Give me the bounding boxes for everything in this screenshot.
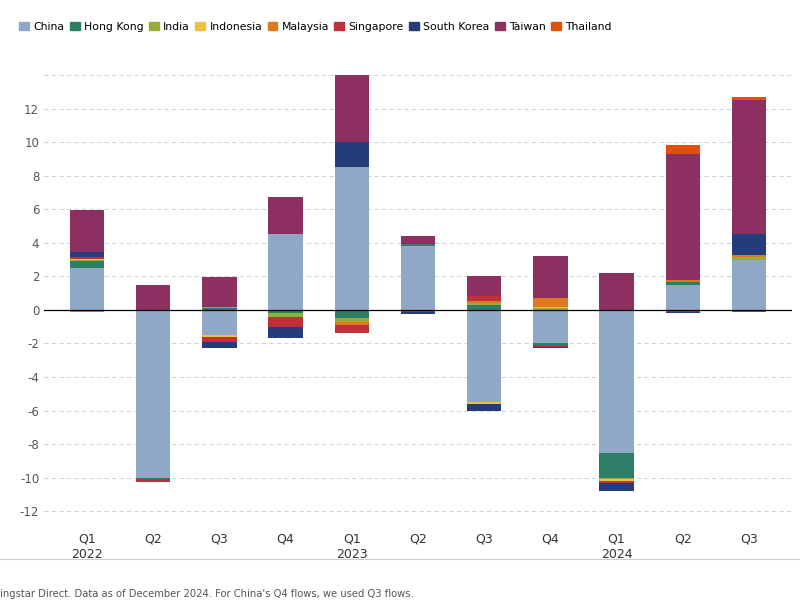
Bar	[533, 256, 568, 298]
Bar	[70, 261, 104, 268]
Bar	[666, 311, 700, 313]
Bar	[666, 145, 700, 154]
Bar	[136, 478, 170, 479]
Bar	[467, 402, 502, 404]
Bar	[666, 310, 700, 311]
Bar	[401, 246, 435, 310]
Bar	[269, 235, 303, 310]
Bar	[533, 310, 568, 343]
Bar	[599, 273, 634, 310]
Bar	[732, 311, 766, 313]
Bar	[334, 75, 369, 142]
Bar	[732, 310, 766, 311]
Bar	[732, 257, 766, 260]
Bar	[70, 268, 104, 310]
Bar	[401, 311, 435, 314]
Bar	[70, 259, 104, 260]
Bar	[70, 257, 104, 259]
Bar	[666, 154, 700, 280]
Bar	[732, 254, 766, 257]
Bar	[467, 310, 502, 402]
Legend: China, Hong Kong, India, Indonesia, Malaysia, Singapore, South Korea, Taiwan, Th: China, Hong Kong, India, Indonesia, Mala…	[19, 22, 612, 32]
Bar	[202, 335, 237, 337]
Bar	[467, 296, 502, 301]
Bar	[70, 310, 104, 313]
Bar	[269, 310, 303, 313]
Bar	[732, 97, 766, 100]
Bar	[599, 310, 634, 452]
Bar	[599, 481, 634, 482]
Bar	[202, 307, 237, 308]
Bar	[202, 310, 237, 335]
Bar	[401, 310, 435, 311]
Bar	[533, 308, 568, 310]
Text: ingstar Direct. Data as of December 2024. For China's Q4 flows, we used Q3 flows: ingstar Direct. Data as of December 2024…	[0, 589, 414, 599]
Bar	[70, 210, 104, 252]
Bar	[666, 282, 700, 285]
Bar	[467, 305, 502, 310]
Bar	[599, 479, 634, 481]
Bar	[533, 298, 568, 307]
Bar	[334, 167, 369, 310]
Bar	[269, 326, 303, 338]
Bar	[202, 337, 237, 342]
Bar	[334, 310, 369, 318]
Bar	[467, 404, 502, 410]
Bar	[202, 308, 237, 310]
Bar	[666, 280, 700, 282]
Bar	[599, 452, 634, 478]
Bar	[467, 301, 502, 303]
Bar	[70, 260, 104, 261]
Bar	[70, 252, 104, 257]
Bar	[269, 313, 303, 317]
Bar	[136, 479, 170, 482]
Bar	[334, 142, 369, 167]
Bar	[533, 307, 568, 308]
Bar	[136, 310, 170, 478]
Bar	[467, 277, 502, 296]
Bar	[269, 317, 303, 326]
Bar	[202, 277, 237, 307]
Bar	[401, 244, 435, 246]
Bar	[269, 197, 303, 235]
Bar	[599, 478, 634, 479]
Bar	[467, 303, 502, 305]
Bar	[136, 285, 170, 310]
Bar	[401, 236, 435, 244]
Bar	[599, 482, 634, 491]
Bar	[732, 260, 766, 310]
Bar	[533, 343, 568, 345]
Bar	[533, 345, 568, 347]
Bar	[533, 347, 568, 349]
Bar	[202, 342, 237, 349]
Bar	[666, 285, 700, 310]
Bar	[732, 235, 766, 254]
Bar	[732, 100, 766, 235]
Bar	[334, 322, 369, 325]
Bar	[334, 325, 369, 334]
Bar	[334, 318, 369, 322]
